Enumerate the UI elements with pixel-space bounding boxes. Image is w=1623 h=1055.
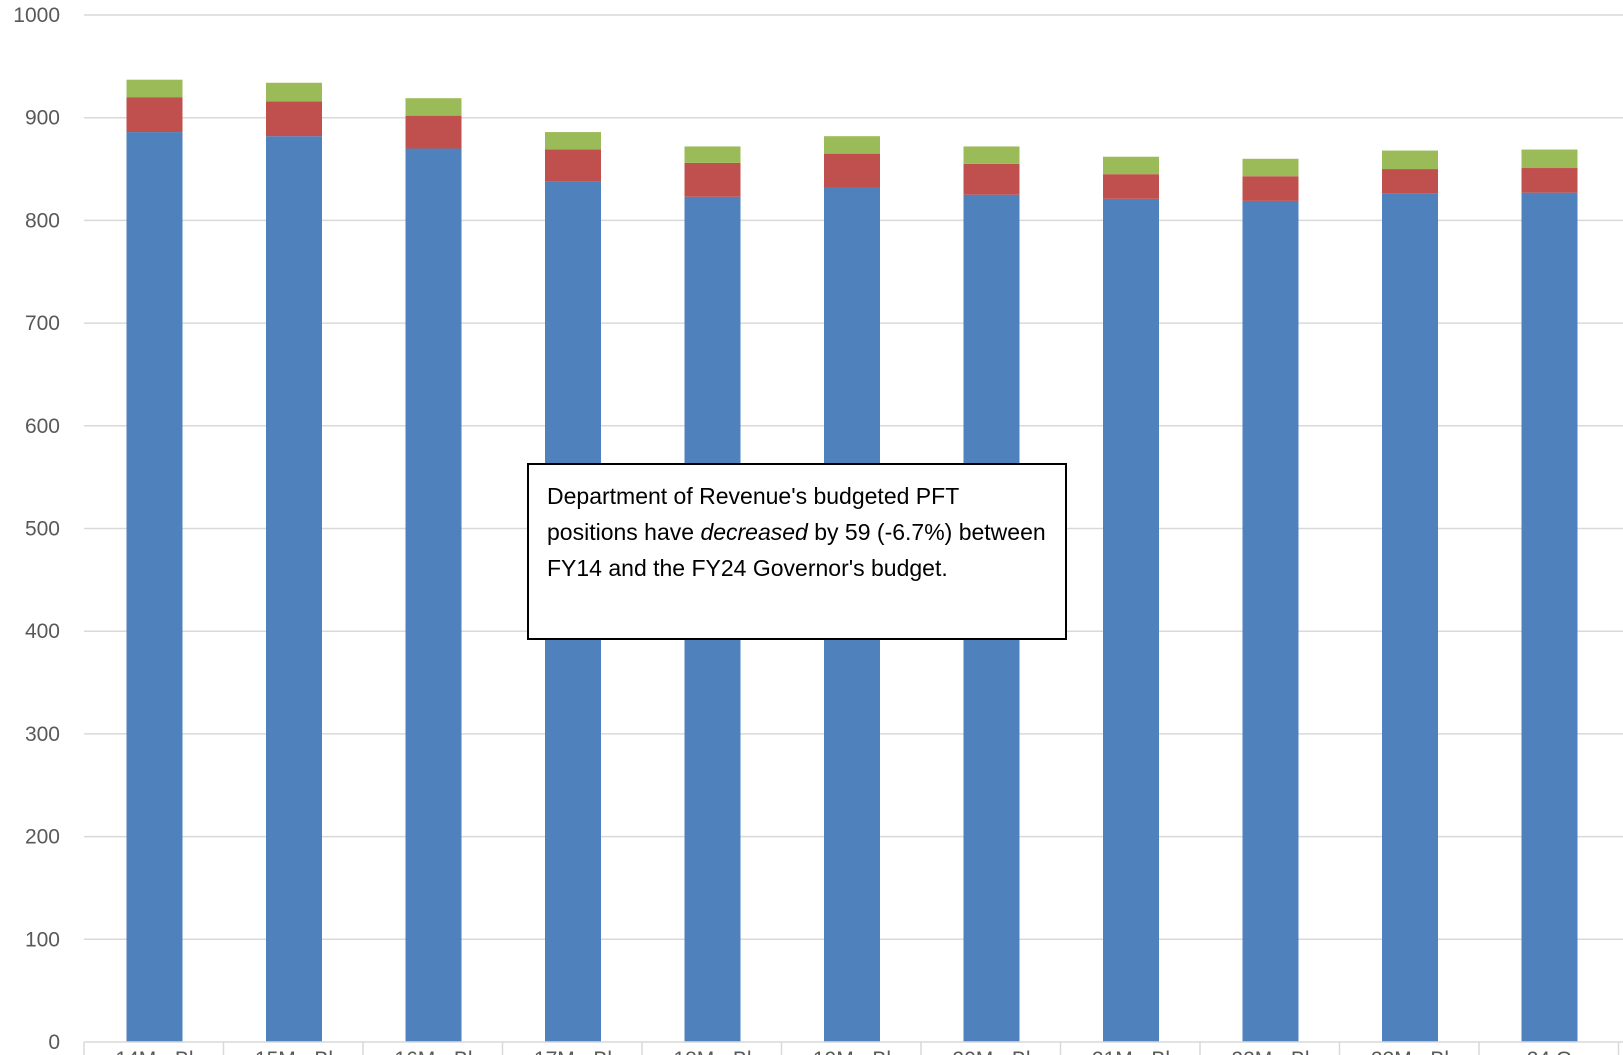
x-category-label: 22M - Bl xyxy=(1231,1048,1309,1055)
x-category-label: 17M - Bl xyxy=(534,1048,612,1055)
y-tick-label: 700 xyxy=(25,312,60,335)
annotation-text-after: by 59 (-6.7%) between FY14 and the FY24 … xyxy=(547,519,1046,581)
bar-segment xyxy=(1521,149,1578,169)
bar-segment xyxy=(1382,193,1438,1042)
x-category-label: 15M - Bl xyxy=(255,1048,333,1055)
bar-segment xyxy=(405,148,462,1042)
y-tick-label: 200 xyxy=(25,826,60,849)
y-tick-label: 500 xyxy=(25,518,60,541)
bar-segment xyxy=(1382,150,1438,170)
bar-segment xyxy=(126,79,183,98)
bar-segment xyxy=(684,162,741,197)
y-tick-label: 0 xyxy=(48,1031,60,1054)
y-tick-label: 100 xyxy=(25,928,60,951)
x-category-label: 14M - Bl xyxy=(115,1048,193,1055)
x-category-label: 18M - Bl xyxy=(673,1048,751,1055)
bar-segment xyxy=(1382,169,1438,194)
y-tick-label: 900 xyxy=(25,107,60,130)
bar-segment xyxy=(1103,174,1159,199)
annotation-text-before: Department of Revenue's budgeted PFT pos… xyxy=(547,483,959,545)
bar-segment xyxy=(1242,176,1299,201)
bar-segment xyxy=(266,101,322,137)
bar-segment xyxy=(1103,198,1159,1042)
x-category-label: 16M - Bl xyxy=(394,1048,472,1055)
x-category-label: 23M - Bl xyxy=(1371,1048,1449,1055)
bar-segment xyxy=(824,153,880,188)
bar-segment xyxy=(963,163,1020,195)
y-tick-label: 800 xyxy=(25,209,60,232)
bar-segment xyxy=(545,149,601,182)
bar-segment xyxy=(266,82,322,102)
bar-segment xyxy=(1521,168,1578,193)
bar-segment xyxy=(1242,158,1299,177)
bar-segment xyxy=(126,97,183,133)
bar-segment xyxy=(963,146,1020,164)
x-category-label: 21M - Bl xyxy=(1092,1048,1170,1055)
bar-segment xyxy=(1521,192,1578,1042)
y-tick-label: 600 xyxy=(25,415,60,438)
x-category-label: 20M - Bl xyxy=(952,1048,1030,1055)
y-tick-label: 300 xyxy=(25,723,60,746)
bar-segment xyxy=(405,115,462,149)
bar-segment xyxy=(824,136,880,154)
y-tick-label: 400 xyxy=(25,620,60,643)
x-category-label: 24 G xyxy=(1527,1048,1573,1055)
annotation-emphasis: decreased xyxy=(700,519,808,545)
x-axis: 14M - Bl 15M - Bl 16M - Bl 17M - Bl 18M - Bl… xyxy=(83,1041,1623,1055)
annotation-box: Department of Revenue's budgeted PFT pos… xyxy=(527,463,1067,640)
bar-segment xyxy=(126,132,183,1042)
bar-segment xyxy=(1103,156,1159,175)
bar-segment xyxy=(266,136,322,1042)
bar-segment xyxy=(684,146,741,163)
y-tick-label: 1000 xyxy=(13,4,60,27)
x-category-label: 19M - Bl xyxy=(813,1048,891,1055)
bar-segment xyxy=(1242,200,1299,1043)
y-axis-tick-labels: 0 100 200 300 400 500 600 700 800 900 1000 xyxy=(13,4,60,1054)
bar-segment xyxy=(405,98,462,116)
bar-segment xyxy=(545,132,601,150)
